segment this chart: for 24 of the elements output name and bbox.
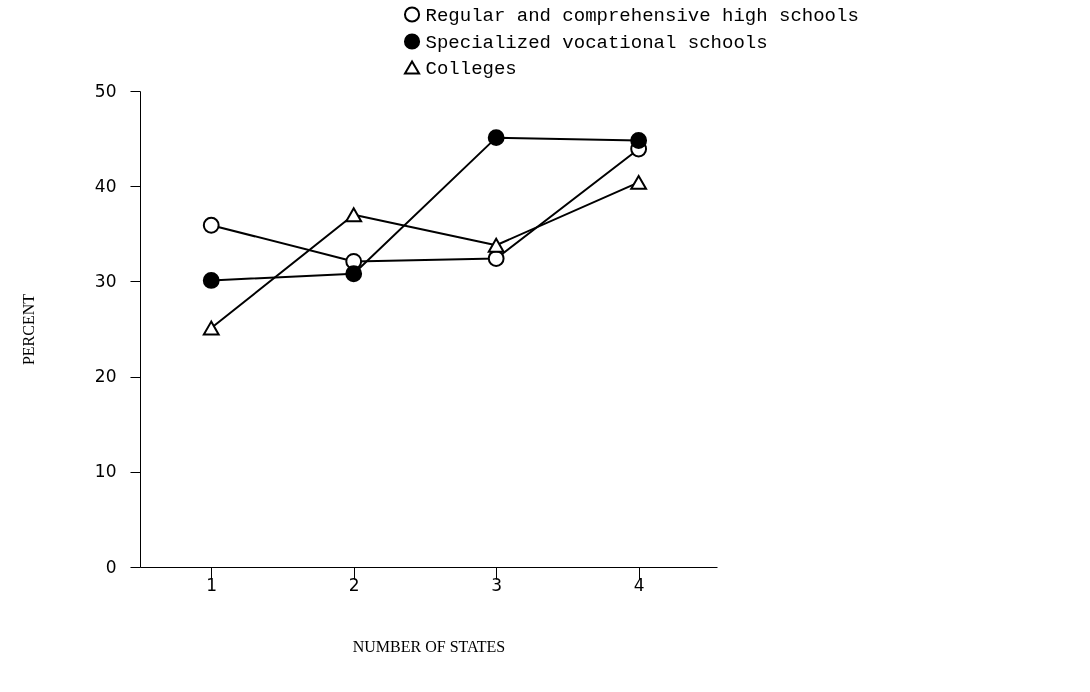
point — [630, 132, 648, 149]
y-tick-label: 0 — [105, 556, 117, 577]
y-tick-label: 10 — [94, 461, 117, 482]
y-tick-label: 30 — [94, 270, 117, 291]
point — [202, 272, 220, 289]
y-tick-label: 50 — [94, 80, 117, 101]
point — [345, 207, 363, 223]
point — [487, 237, 505, 253]
x-axis-title: NUMBER OF STATES — [352, 637, 506, 655]
point — [487, 129, 505, 147]
x-tick-label: 2 — [348, 574, 360, 595]
legend-label: Specialized vocational schools — [425, 31, 768, 54]
point — [345, 265, 363, 283]
legend-label: Colleges — [425, 57, 517, 80]
x-tick-label: 3 — [491, 574, 503, 595]
legend-label: Regular and comprehensive high schools — [425, 4, 859, 27]
x-tick-label: 1 — [206, 574, 218, 595]
y-tick-label: 40 — [94, 175, 117, 196]
y-axis-title: PERCENT — [19, 293, 37, 366]
x-tick-label: 4 — [633, 574, 645, 595]
point — [630, 174, 648, 190]
y-tick-label: 20 — [94, 366, 117, 387]
point — [202, 320, 220, 336]
point — [202, 216, 220, 234]
